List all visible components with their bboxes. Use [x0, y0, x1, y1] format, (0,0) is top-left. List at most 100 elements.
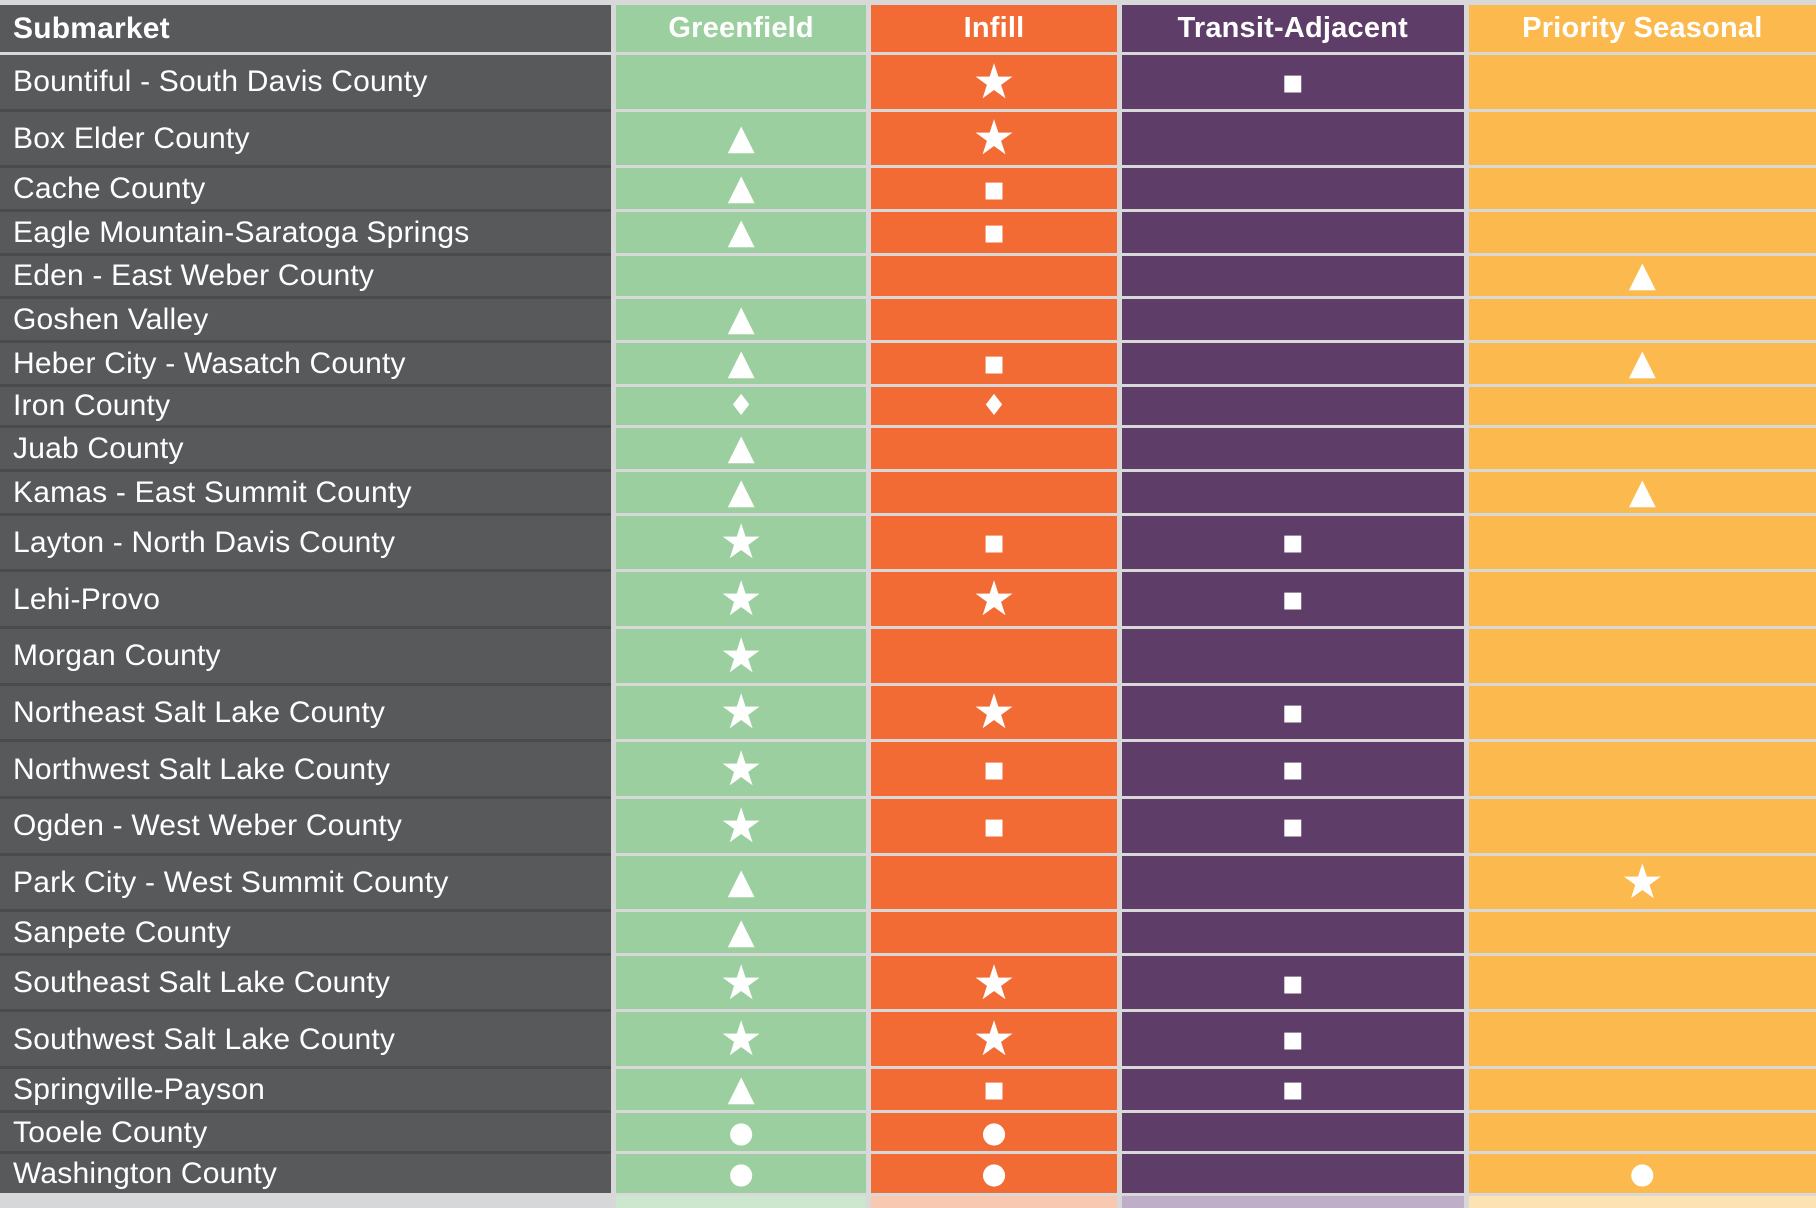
- column-header-label: Greenfield: [668, 12, 814, 44]
- bottom-crop-segment: [611, 1196, 867, 1208]
- infill-cell: ▪: [866, 795, 1117, 853]
- priority-seasonal-cell: [1463, 569, 1816, 626]
- table-top-crop-line: [0, 0, 1816, 5]
- priority-seasonal-cell: [1463, 108, 1816, 166]
- submarket-label: Ogden - West Weber County: [13, 809, 403, 843]
- square-icon: ▪: [1281, 61, 1305, 102]
- transit-adjacent-cell: ▪: [1116, 952, 1464, 1010]
- submarket-label: Northeast Salt Lake County: [13, 695, 386, 729]
- infill-cell: [866, 852, 1117, 910]
- infill-cell: ★: [866, 108, 1117, 166]
- table-row: Eagle Mountain-Saratoga Springs ▲ ▪: [0, 208, 1816, 253]
- submarket-cell: Springville-Payson: [0, 1066, 612, 1110]
- table-row: Cache County ▲ ▪: [0, 165, 1816, 209]
- submarket-cell: Sanpete County: [0, 909, 612, 953]
- submarket-cell: Northeast Salt Lake County: [0, 682, 612, 740]
- triangle-icon: ▲: [727, 911, 755, 952]
- transit-adjacent-cell: [1116, 383, 1464, 426]
- square-icon: ▪: [1281, 962, 1305, 1003]
- table-row: Heber City - Wasatch County ▲ ▪ ▲: [0, 339, 1816, 384]
- transit-adjacent-cell: ▪: [1116, 52, 1464, 109]
- transit-adjacent-cell: [1116, 1151, 1464, 1194]
- priority-seasonal-cell: ▲: [1463, 252, 1816, 297]
- infill-cell: ★: [866, 952, 1117, 1010]
- table-body: Bountiful - South Davis County ★ ▪ Box Elde…: [0, 52, 1816, 1194]
- square-icon: ▪: [982, 168, 1006, 209]
- table-row: Ogden - West Weber County ★ ▪ ▪: [0, 795, 1816, 853]
- square-icon: ▪: [1281, 522, 1305, 563]
- greenfield-cell: ★: [611, 682, 867, 740]
- square-icon: ▪: [1281, 749, 1305, 790]
- transit-adjacent-cell: ▪: [1116, 1009, 1464, 1067]
- transit-adjacent-cell: [1116, 1109, 1464, 1152]
- star-icon: ★: [972, 53, 1016, 109]
- bottom-crop-segment: [1116, 1196, 1464, 1208]
- greenfield-cell: ●: [611, 1109, 867, 1152]
- priority-seasonal-cell: [1463, 909, 1816, 953]
- submarket-label: Springville-Payson: [13, 1072, 266, 1106]
- priority-seasonal-cell: [1463, 52, 1816, 109]
- triangle-icon: ▲: [1628, 255, 1656, 296]
- infill-cell: [866, 625, 1117, 683]
- priority-seasonal-cell: [1463, 1009, 1816, 1067]
- priority-seasonal-cell: [1463, 795, 1816, 853]
- header-cell-greenfield: Greenfield: [611, 5, 867, 52]
- triangle-icon: ▲: [727, 861, 755, 902]
- priority-seasonal-cell: [1463, 739, 1816, 796]
- transit-adjacent-cell: [1116, 165, 1464, 209]
- table-row: Washington County ● ● ●: [0, 1151, 1816, 1194]
- infill-cell: ★: [866, 682, 1117, 740]
- infill-cell: [866, 296, 1117, 340]
- transit-adjacent-cell: [1116, 852, 1464, 910]
- header-cell-submarket: Submarket: [0, 5, 612, 52]
- circle-icon: ●: [981, 1156, 1007, 1191]
- table-row: Sanpete County ▲: [0, 909, 1816, 953]
- transit-adjacent-cell: [1116, 468, 1464, 513]
- submarket-label: Eden - East Weber County: [13, 259, 375, 293]
- transit-adjacent-cell: ▪: [1116, 739, 1464, 796]
- square-icon: ▪: [982, 805, 1006, 846]
- circle-icon: ●: [728, 1114, 754, 1149]
- transit-adjacent-cell: [1116, 339, 1464, 384]
- triangle-icon: ▲: [727, 342, 755, 383]
- transit-adjacent-cell: [1116, 909, 1464, 953]
- header-cell-transit-adjacent: Transit-Adjacent: [1116, 5, 1464, 52]
- submarket-label: Goshen Valley: [13, 303, 209, 337]
- priority-seasonal-cell: [1463, 512, 1816, 570]
- greenfield-cell: ♦: [611, 383, 867, 426]
- header-cell-priority-seasonal: Priority Seasonal: [1463, 5, 1816, 52]
- greenfield-cell: ▲: [611, 108, 867, 166]
- triangle-icon: ▲: [727, 428, 755, 469]
- table-row: Juab County ▲: [0, 425, 1816, 469]
- table-row: Kamas - East Summit County ▲ ▲: [0, 468, 1816, 513]
- infill-cell: ★: [866, 52, 1117, 109]
- infill-cell: ▪: [866, 208, 1117, 253]
- table-row: Springville-Payson ▲ ▪ ▪: [0, 1066, 1816, 1110]
- star-icon: ★: [719, 627, 763, 683]
- submarket-label: Northwest Salt Lake County: [13, 752, 391, 786]
- infill-cell: ▪: [866, 339, 1117, 384]
- submarket-cell: Cache County: [0, 165, 612, 209]
- priority-seasonal-cell: [1463, 1109, 1816, 1152]
- table-row: Layton - North Davis County ★ ▪ ▪: [0, 512, 1816, 570]
- priority-seasonal-cell: ▲: [1463, 339, 1816, 384]
- triangle-icon: ▲: [1628, 471, 1656, 512]
- infill-cell: [866, 252, 1117, 297]
- submarket-label: Cache County: [13, 172, 206, 206]
- bottom-crop-segment: [0, 1196, 612, 1208]
- submarket-label: Bountiful - South Davis County: [13, 65, 428, 99]
- square-icon: ▪: [982, 343, 1006, 384]
- bottom-crop-segment: [1463, 1196, 1816, 1208]
- square-icon: ▪: [1281, 692, 1305, 733]
- square-icon: ▪: [982, 1069, 1006, 1110]
- priority-seasonal-cell: [1463, 165, 1816, 209]
- star-icon: ★: [719, 571, 763, 626]
- bottom-crop-segment: [866, 1196, 1117, 1208]
- table-row: Northeast Salt Lake County ★ ★ ▪: [0, 682, 1816, 740]
- transit-adjacent-cell: ▪: [1116, 682, 1464, 740]
- circle-icon: ●: [981, 1114, 1007, 1149]
- submarket-cell: Ogden - West Weber County: [0, 795, 612, 853]
- triangle-icon: ▲: [727, 168, 755, 209]
- table-row: Morgan County ★: [0, 625, 1816, 683]
